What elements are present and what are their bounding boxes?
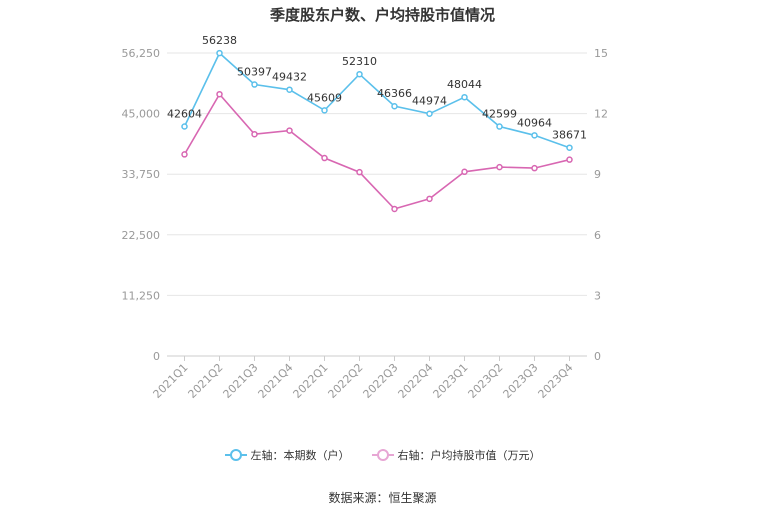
y-right-tick-label: 15 <box>594 47 608 60</box>
data-label: 40964 <box>517 116 552 129</box>
x-tick-label: 2022Q3 <box>361 361 401 401</box>
x-tick-label: 2021Q3 <box>221 361 261 401</box>
data-point <box>321 154 328 162</box>
source-note: 数据来源：恒生聚源 <box>328 491 437 505</box>
chart-plot: 0 0 11,250 3 22,500 6 33,750 9 45,000 12 56,250 15 2… <box>122 34 609 401</box>
y-left-tick-label: 45,000 <box>122 108 161 121</box>
x-tick-label: 2021Q2 <box>186 361 226 401</box>
data-point <box>566 144 573 151</box>
x-tick-label: 2023Q4 <box>536 361 576 401</box>
legend-item-left-series[interactable]: 左轴：本期数（户） <box>224 447 350 463</box>
legend-label-right: 右轴：户均持股市值（万元） <box>397 449 541 462</box>
data-label: 42604 <box>167 108 202 121</box>
y-right-tick-label: 9 <box>594 168 601 181</box>
data-label: 45609 <box>307 91 342 104</box>
legend-item-right-series[interactable]: 右轴：户均持股市值（万元） <box>371 447 541 463</box>
data-point <box>426 195 433 203</box>
data-point <box>356 168 363 176</box>
axes: 0 0 11,250 3 22,500 6 33,750 9 45,000 12 56,250 15 2… <box>122 47 609 401</box>
data-point <box>286 127 293 134</box>
data-point <box>496 163 503 171</box>
x-tick-label: 2022Q2 <box>326 361 366 401</box>
y-left-tick-label: 11,250 <box>122 289 161 302</box>
y-right-tick-label: 6 <box>594 229 601 242</box>
x-tick-label: 2023Q1 <box>431 361 471 401</box>
y-left-tick-label: 33,750 <box>122 168 161 181</box>
x-tick-label: 2023Q3 <box>501 361 541 401</box>
y-right-tick-label: 3 <box>594 289 601 302</box>
data-point <box>286 86 293 93</box>
data-point <box>391 205 398 213</box>
data-point <box>321 107 328 114</box>
data-label: 50397 <box>237 66 272 79</box>
data-point <box>391 102 398 110</box>
data-point <box>461 168 468 176</box>
series-line-market-value <box>183 92 570 210</box>
x-tick-label: 2023Q2 <box>466 361 506 401</box>
data-point <box>356 70 363 78</box>
chart-title: 季度股东户数、户均持股市值情况 <box>269 6 495 24</box>
series-line-holders <box>183 51 570 149</box>
y-right-tick-label: 0 <box>594 350 601 363</box>
data-label: 48044 <box>447 78 482 91</box>
y-left-tick-label: 22,500 <box>122 229 161 242</box>
data-point <box>251 81 258 88</box>
legend-swatch-pink-icon <box>371 449 394 461</box>
data-point <box>216 90 223 98</box>
data-point <box>181 151 188 158</box>
data-point <box>496 123 503 130</box>
data-point <box>216 49 223 57</box>
data-point <box>566 156 573 163</box>
data-point <box>461 93 468 101</box>
data-label: 44974 <box>412 95 447 108</box>
data-point <box>251 130 258 138</box>
x-tick-label: 2021Q4 <box>256 361 296 401</box>
data-label: 38671 <box>552 129 587 142</box>
data-point <box>181 123 188 130</box>
series <box>181 49 573 213</box>
y-left-tick-label: 0 <box>153 350 160 363</box>
x-tick-label: 2022Q1 <box>291 361 331 401</box>
data-point <box>426 110 433 117</box>
x-tick-label: 2021Q1 <box>151 361 191 401</box>
y-left-tick-label: 56,250 <box>122 47 161 60</box>
data-label: 56238 <box>202 34 237 47</box>
data-label: 52310 <box>342 55 377 68</box>
x-tick-label: 2022Q4 <box>396 361 436 401</box>
data-label: 49432 <box>272 71 307 84</box>
y-right-tick-label: 12 <box>594 108 608 121</box>
data-point <box>531 164 538 172</box>
legend-label-left: 左轴：本期数（户） <box>250 449 350 462</box>
grid-lines <box>167 52 587 296</box>
legend: 左轴：本期数（户） 右轴：户均持股市值（万元） <box>0 447 765 463</box>
legend-swatch-blue-icon <box>224 449 247 461</box>
data-label: 46366 <box>377 87 412 100</box>
data-point <box>531 132 538 139</box>
data-label: 42599 <box>482 108 517 121</box>
